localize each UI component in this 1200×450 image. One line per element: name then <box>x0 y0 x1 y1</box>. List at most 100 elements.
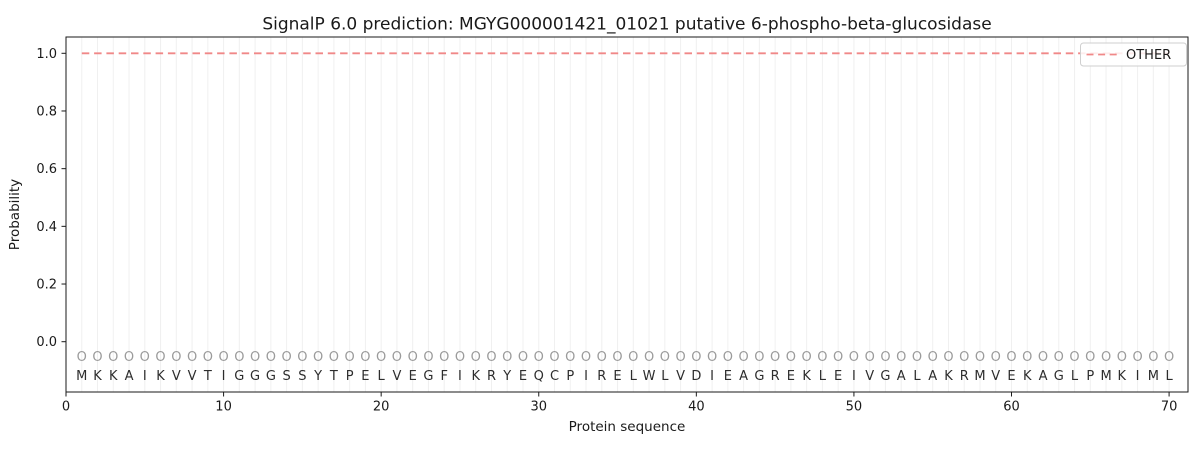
residue-marker: O <box>345 350 355 365</box>
residue-letter: S <box>298 369 306 384</box>
residue-letter: Q <box>534 369 544 384</box>
residue-letter: G <box>1054 369 1064 384</box>
residue-letter: I <box>143 369 147 384</box>
residue-marker: O <box>754 350 764 365</box>
residue-marker: O <box>660 350 670 365</box>
x-tick-label: 20 <box>373 400 390 415</box>
residue-letter: L <box>630 369 638 384</box>
residue-marker: O <box>360 350 370 365</box>
y-tick-label: 1.0 <box>36 47 57 62</box>
residue-marker: O <box>408 350 418 365</box>
residue-letter: R <box>771 369 780 384</box>
residue-marker: O <box>581 350 591 365</box>
residue-letter: T <box>329 369 338 384</box>
residue-marker: O <box>486 350 496 365</box>
residue-marker: O <box>203 350 213 365</box>
plot-background <box>66 37 1188 392</box>
residue-marker: O <box>423 350 433 365</box>
legend-box <box>1080 42 1187 67</box>
residue-letter: Y <box>313 369 322 384</box>
legend: OTHER <box>1080 42 1187 67</box>
residue-marker: O <box>880 350 890 365</box>
residue-marker: O <box>77 350 87 365</box>
residue-marker: O <box>770 350 780 365</box>
residue-marker: O <box>329 350 339 365</box>
residue-letter: A <box>897 369 906 384</box>
residue-marker: O <box>723 350 733 365</box>
residue-marker: O <box>849 350 859 365</box>
residue-marker: O <box>865 350 875 365</box>
residue-letter: L <box>819 369 827 384</box>
residue-letter: L <box>1165 369 1173 384</box>
residue-marker: O <box>691 350 701 365</box>
gridlines-group <box>81 37 1170 392</box>
residue-marker: O <box>991 350 1001 365</box>
x-axis-label: Protein sequence <box>569 419 686 435</box>
residue-marker: O <box>502 350 512 365</box>
residue-letter: V <box>865 369 874 384</box>
residue-letter: I <box>584 369 588 384</box>
residue-marker: O <box>234 350 244 365</box>
residue-marker: O <box>565 350 575 365</box>
residue-letter: E <box>834 369 842 384</box>
residue-letter: E <box>519 369 527 384</box>
residue-marker: O <box>1085 350 1095 365</box>
residue-letter: A <box>739 369 748 384</box>
residue-marker: O <box>266 350 276 365</box>
residue-marker: O <box>628 350 638 365</box>
y-tick-label: 0.4 <box>36 220 57 235</box>
residue-marker: O <box>455 350 465 365</box>
residue-marker: O <box>802 350 812 365</box>
residue-letter: K <box>109 369 118 384</box>
residue-marker: O <box>943 350 953 365</box>
residue-letter: I <box>222 369 226 384</box>
residue-marker: O <box>1006 350 1016 365</box>
residue-letter: P <box>346 369 354 384</box>
residue-letter: M <box>974 369 985 384</box>
residue-letter: E <box>613 369 621 384</box>
residue-marker: O <box>171 350 181 365</box>
residue-letter: W <box>643 369 656 384</box>
residue-marker: O <box>297 350 307 365</box>
residue-letter: L <box>661 369 669 384</box>
residue-marker: O <box>187 350 197 365</box>
residue-letter: L <box>913 369 921 384</box>
residue-marker: O <box>833 350 843 365</box>
residue-marker: O <box>786 350 796 365</box>
x-tick-label: 70 <box>1161 400 1178 415</box>
residue-marker: O <box>1117 350 1127 365</box>
residue-letter: I <box>852 369 856 384</box>
residue-letter: K <box>471 369 480 384</box>
residue-marker: O <box>975 350 985 365</box>
y-tick-label: 0.8 <box>36 104 57 119</box>
residue-marker: O <box>155 350 165 365</box>
residue-letter: K <box>944 369 953 384</box>
residue-letter: A <box>1039 369 1048 384</box>
residue-letter: V <box>991 369 1000 384</box>
residue-letter: K <box>802 369 811 384</box>
residue-marker: O <box>92 350 102 365</box>
residue-marker: O <box>1148 350 1158 365</box>
x-tick-label: 30 <box>530 400 547 415</box>
residue-letter: L <box>378 369 386 384</box>
residue-letter: K <box>1023 369 1032 384</box>
residue-letter: P <box>1086 369 1094 384</box>
residue-letter: I <box>458 369 462 384</box>
residue-letter: R <box>960 369 969 384</box>
residue-marker: O <box>439 350 449 365</box>
residue-letter: V <box>188 369 197 384</box>
residue-marker: O <box>376 350 386 365</box>
residue-marker: O <box>912 350 922 365</box>
residue-letter: E <box>361 369 369 384</box>
residue-letter: I <box>1136 369 1140 384</box>
residue-marker: O <box>124 350 134 365</box>
residue-letter: G <box>423 369 433 384</box>
residue-letter: E <box>724 369 732 384</box>
residue-marker: O <box>282 350 292 365</box>
residue-letter: D <box>691 369 701 384</box>
x-tick-label: 10 <box>215 400 232 415</box>
residue-marker: O <box>518 350 528 365</box>
residue-marker: O <box>707 350 717 365</box>
